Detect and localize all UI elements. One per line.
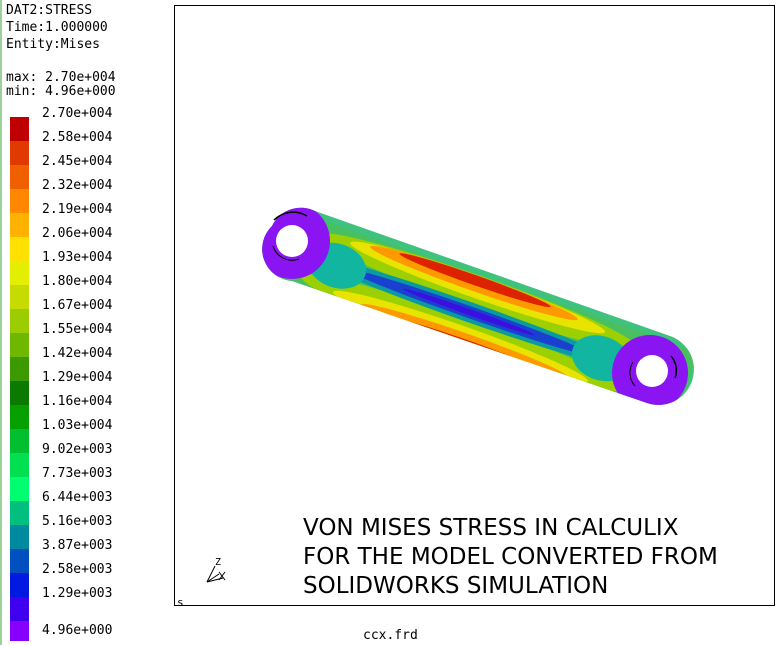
linkage-bar <box>262 207 694 405</box>
legend-swatch <box>10 405 29 429</box>
left-hole <box>276 225 308 257</box>
file-name: ccx.frd <box>363 628 418 643</box>
legend-value: 1.16e+004 <box>42 394 113 409</box>
legend-entry: 1.16e+004 <box>10 394 140 429</box>
legend-swatch <box>10 621 29 641</box>
legend-entry: 2.70e+004 <box>10 106 140 141</box>
legend-swatch <box>10 285 29 309</box>
axis-triad <box>206 565 226 583</box>
legend-value: 6.44e+003 <box>42 490 113 505</box>
legend-value: 2.58e+003 <box>42 562 113 577</box>
legend-swatch <box>10 189 29 213</box>
legend-entry: 1.93e+004 <box>10 250 140 285</box>
legend-entry: 2.06e+004 <box>10 226 140 261</box>
caption-line-2: FOR THE MODEL CONVERTED FROM <box>303 544 718 570</box>
legend-swatch <box>10 573 29 597</box>
caption-line-1: VON MISES STRESS IN CALCULIX <box>303 515 679 541</box>
legend-swatch <box>10 333 29 357</box>
legend-swatch <box>10 549 29 573</box>
window-edge <box>0 0 2 645</box>
legend-entry: 2.58e+003 <box>10 562 140 597</box>
legend-value: 1.93e+004 <box>42 250 113 265</box>
legend-entry: 3.87e+003 <box>10 538 140 573</box>
legend-swatch <box>10 429 29 453</box>
legend-swatch <box>10 213 29 237</box>
legend-value: 1.55e+004 <box>42 322 113 337</box>
legend-value: 5.16e+003 <box>42 514 113 529</box>
legend-entry: 7.73e+003 <box>10 466 140 501</box>
legend-entry: 6.44e+003 <box>10 490 140 525</box>
right-hole <box>636 355 668 387</box>
legend-swatch <box>10 597 29 621</box>
legend-value: 1.29e+003 <box>42 586 113 601</box>
legend-entry: 1.29e+003 <box>10 586 140 621</box>
min-label: min: 4.96e+000 <box>6 84 116 99</box>
legend-value: 1.42e+004 <box>42 346 113 361</box>
legend-entry: 2.32e+004 <box>10 178 140 213</box>
legend-value: 2.19e+004 <box>42 202 113 217</box>
legend-entry: 1.55e+004 <box>10 322 140 357</box>
legend-entry: 5.16e+003 <box>10 514 140 549</box>
legend-swatch <box>10 309 29 333</box>
legend-value: 1.67e+004 <box>42 298 113 313</box>
legend-value: 2.70e+004 <box>42 106 113 121</box>
dataset-label: DAT2:STRESS <box>6 3 93 18</box>
legend-swatch <box>10 117 29 141</box>
legend-value: 2.58e+004 <box>42 130 113 145</box>
legend-entry: 4.96e+000 <box>10 621 140 645</box>
legend-swatch <box>10 261 29 285</box>
legend-swatch <box>10 525 29 549</box>
entity-label: Entity:Mises <box>6 37 100 52</box>
legend-value: 2.06e+004 <box>42 226 113 241</box>
corner-mark: s <box>177 596 184 609</box>
legend-value: 2.32e+004 <box>42 178 113 193</box>
legend-entry: 1.80e+004 <box>10 274 140 309</box>
legend-swatch <box>10 381 29 405</box>
max-label: max: 2.70e+004 <box>6 70 116 85</box>
legend-swatch <box>10 453 29 477</box>
legend-value: 7.73e+003 <box>42 466 113 481</box>
legend-swatch <box>10 477 29 501</box>
legend-value: 1.80e+004 <box>42 274 113 289</box>
legend-value: 4.96e+000 <box>42 623 113 638</box>
legend-entry: 1.29e+004 <box>10 370 140 405</box>
legend-value: 1.29e+004 <box>42 370 113 385</box>
legend-value: 9.02e+003 <box>42 442 113 457</box>
legend-swatch <box>10 237 29 261</box>
legend-value: 1.03e+004 <box>42 418 113 433</box>
legend-entry: 1.42e+004 <box>10 346 140 381</box>
legend-swatch <box>10 357 29 381</box>
legend-entry: 1.67e+004 <box>10 298 140 333</box>
legend-value: 2.45e+004 <box>42 154 113 169</box>
legend-entry: 9.02e+003 <box>10 442 140 477</box>
legend-entry: 2.19e+004 <box>10 202 140 237</box>
time-label: Time:1.000000 <box>6 20 108 35</box>
legend-value: 3.87e+003 <box>42 538 113 553</box>
caption-line-3: SOLIDWORKS SIMULATION <box>303 573 609 599</box>
legend-entry: 2.45e+004 <box>10 154 140 189</box>
axis-z-label: Z <box>215 557 221 568</box>
render-viewport[interactable]: Z <box>174 5 775 606</box>
legend-entry: 2.58e+004 <box>10 130 140 165</box>
legend-entry: 1.03e+004 <box>10 418 140 453</box>
legend-swatch <box>10 501 29 525</box>
legend-swatch <box>10 141 29 165</box>
stress-plot-svg: Z <box>206 207 694 583</box>
legend-swatch <box>10 165 29 189</box>
